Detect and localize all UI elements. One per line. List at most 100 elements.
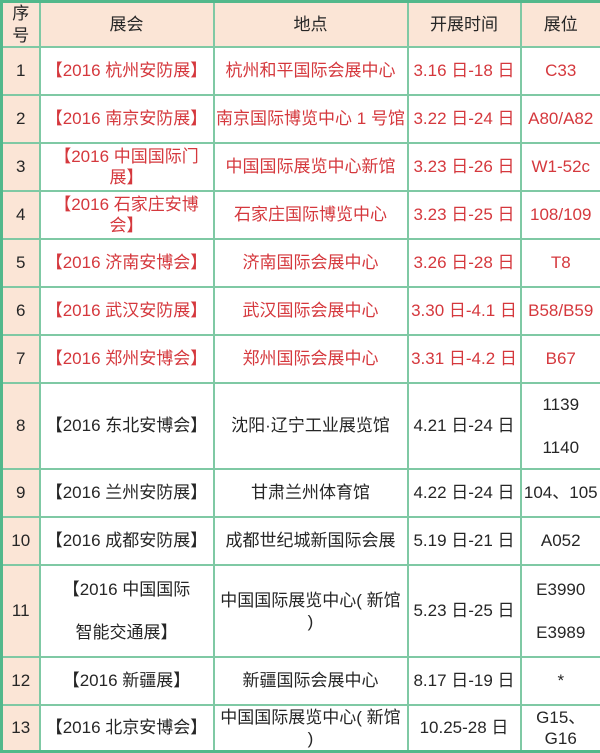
header-venue: 地点 — [214, 2, 408, 48]
exhibition-cell: 【2016 石家庄安博会】 — [40, 191, 214, 239]
exhibition-line: 【2016 武汉安防展】 — [42, 300, 212, 321]
exhibition-line: 【2016 南京安防展】 — [42, 108, 212, 129]
exhibition-line: 【2016 杭州安防展】 — [42, 60, 212, 81]
exhibition-cell: 【2016 杭州安防展】 — [40, 47, 214, 95]
date-cell: 4.21 日-24 日 — [408, 383, 521, 469]
date-cell: 10.25-28 日 — [408, 705, 521, 751]
exhibition-line: 【2016 兰州安防展】 — [42, 482, 212, 503]
booth-line: B67 — [523, 348, 600, 369]
exhibition-cell: 【2016 武汉安防展】 — [40, 287, 214, 335]
booth-cell: 1139 1140 — [521, 383, 600, 469]
booth-line: 1139 — [523, 394, 600, 415]
venue-cell: 中国国际展览中心( 新馆 ) — [214, 565, 408, 657]
serial-cell: 2 — [2, 95, 40, 143]
exhibition-line: 【2016 石家庄安博会】 — [42, 194, 212, 237]
serial-cell: 12 — [2, 657, 40, 705]
exhibition-line: 【2016 济南安博会】 — [42, 252, 212, 273]
booth-cell: B58/B59 — [521, 287, 600, 335]
booth-line: W1-52c — [523, 156, 600, 177]
exhibition-cell: 【2016 郑州安博会】 — [40, 335, 214, 383]
table-row: 11【2016 中国国际智能交通展】中国国际展览中心( 新馆 )5.23 日-2… — [2, 565, 600, 657]
booth-cell: T8 — [521, 239, 600, 287]
booth-line: 1140 — [523, 437, 600, 458]
venue-cell: 成都世纪城新国际会展 — [214, 517, 408, 565]
booth-line: A80/A82 — [523, 108, 600, 129]
exhibition-line: 【2016 中国国际 — [42, 579, 212, 600]
booth-cell: B67 — [521, 335, 600, 383]
serial-cell: 3 — [2, 143, 40, 191]
booth-line: * — [523, 670, 600, 691]
venue-cell: 郑州国际会展中心 — [214, 335, 408, 383]
serial-cell: 10 — [2, 517, 40, 565]
serial-cell: 7 — [2, 335, 40, 383]
booth-line: 108/109 — [523, 204, 600, 225]
serial-cell: 13 — [2, 705, 40, 751]
venue-cell: 杭州和平国际会展中心 — [214, 47, 408, 95]
date-cell: 4.22 日-24 日 — [408, 469, 521, 517]
exhibition-cell: 【2016 北京安博会】 — [40, 705, 214, 751]
serial-cell: 6 — [2, 287, 40, 335]
serial-cell: 11 — [2, 565, 40, 657]
serial-cell: 8 — [2, 383, 40, 469]
exhibition-line: 【2016 北京安博会】 — [42, 717, 212, 738]
venue-cell: 沈阳·辽宁工业展览馆 — [214, 383, 408, 469]
booth-line: G15、G16 — [523, 707, 600, 750]
exhibition-line: 【2016 东北安博会】 — [42, 415, 212, 436]
serial-cell: 9 — [2, 469, 40, 517]
venue-cell: 南京国际博览中心 1 号馆 — [214, 95, 408, 143]
date-cell: 8.17 日-19 日 — [408, 657, 521, 705]
header-booth: 展位 — [521, 2, 600, 48]
exhibition-cell: 【2016 中国国际门展】 — [40, 143, 214, 191]
venue-cell: 甘肃兰州体育馆 — [214, 469, 408, 517]
serial-cell: 5 — [2, 239, 40, 287]
booth-cell: C33 — [521, 47, 600, 95]
date-cell: 5.23 日-25 日 — [408, 565, 521, 657]
date-cell: 3.22 日-24 日 — [408, 95, 521, 143]
booth-line: B58/B59 — [523, 300, 600, 321]
header-exhibition: 展会 — [40, 2, 214, 48]
date-cell: 5.19 日-21 日 — [408, 517, 521, 565]
exhibition-cell: 【2016 新疆展】 — [40, 657, 214, 705]
venue-cell: 中国国际展览中心( 新馆 ) — [214, 705, 408, 751]
venue-cell: 济南国际会展中心 — [214, 239, 408, 287]
venue-cell: 石家庄国际博览中心 — [214, 191, 408, 239]
exhibition-line: 【2016 成都安防展】 — [42, 530, 212, 551]
serial-cell: 1 — [2, 47, 40, 95]
booth-cell: * — [521, 657, 600, 705]
header-serial: 序号 — [2, 2, 40, 48]
header-date: 开展时间 — [408, 2, 521, 48]
booth-cell: W1-52c — [521, 143, 600, 191]
header-row: 序号 展会 地点 开展时间 展位 — [2, 2, 600, 48]
date-cell: 3.30 日-4.1 日 — [408, 287, 521, 335]
booth-cell: G15、G16 — [521, 705, 600, 751]
exhibition-cell: 【2016 中国国际智能交通展】 — [40, 565, 214, 657]
venue-cell: 中国国际展览中心新馆 — [214, 143, 408, 191]
exhibition-cell: 【2016 南京安防展】 — [40, 95, 214, 143]
exhibition-cell: 【2016 兰州安防展】 — [40, 469, 214, 517]
date-cell: 3.26 日-28 日 — [408, 239, 521, 287]
booth-line: T8 — [523, 252, 600, 273]
booth-line: C33 — [523, 60, 600, 81]
exhibition-line: 智能交通展】 — [42, 622, 212, 643]
booth-line: 104、105 — [523, 482, 600, 503]
booth-cell: A052 — [521, 517, 600, 565]
booth-line: E3990 — [523, 579, 600, 600]
exhibition-cell: 【2016 济南安博会】 — [40, 239, 214, 287]
exhibition-cell: 【2016 东北安博会】 — [40, 383, 214, 469]
serial-cell: 4 — [2, 191, 40, 239]
exhibition-line: 【2016 中国国际门展】 — [42, 146, 212, 189]
exhibition-cell: 【2016 成都安防展】 — [40, 517, 214, 565]
